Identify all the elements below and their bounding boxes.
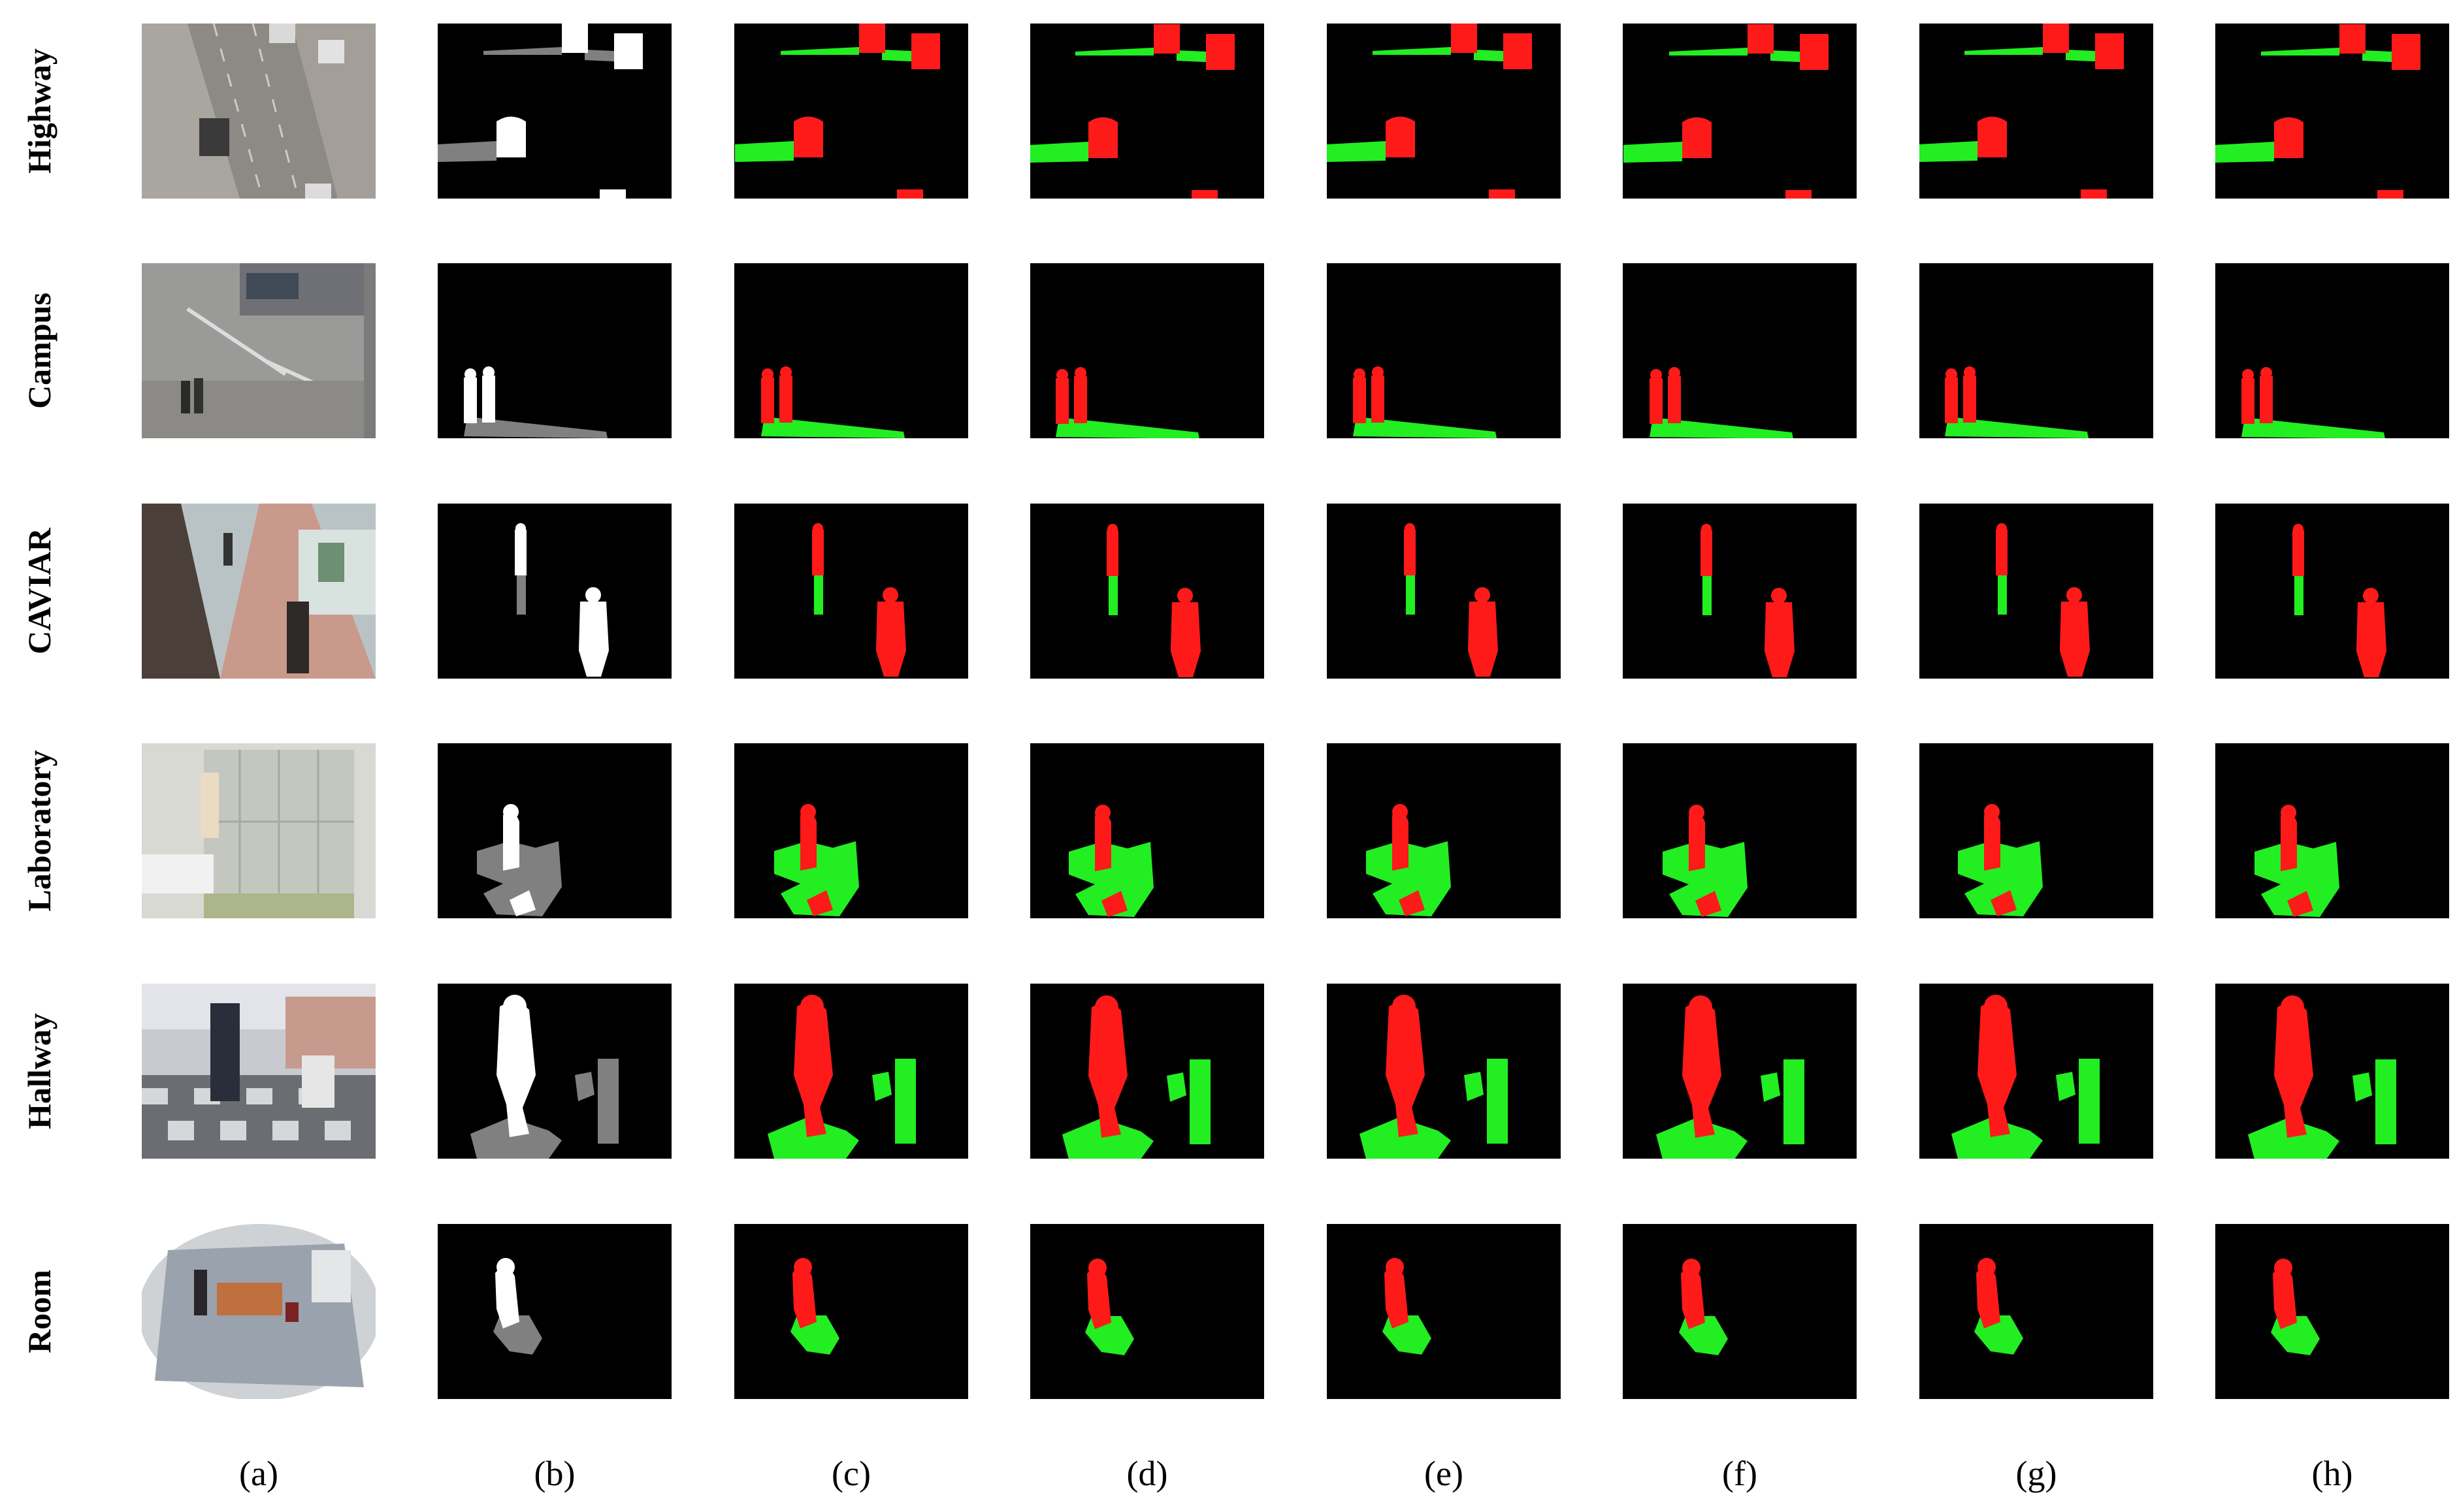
campus-result-mask-6 (1919, 263, 2153, 438)
row-label-text: Laboratory (21, 750, 57, 912)
row-label-text: Campus (21, 293, 57, 409)
highway-result-mask-6 (1919, 24, 2153, 199)
caviar-result-mask-5 (1623, 504, 1857, 679)
room-result-mask-3 (1030, 1224, 1264, 1399)
row-label-highway: Highway (0, 24, 78, 199)
caviar-result-mask-3 (1030, 504, 1264, 679)
campus-result-mask-5 (1623, 263, 1857, 438)
campus-result-mask-2 (734, 263, 968, 438)
campus-ground-truth-mask-1 (438, 263, 672, 438)
highway-input-frame-0 (142, 24, 376, 199)
laboratory-result-mask-2 (734, 743, 968, 918)
highway-ground-truth-mask-1 (438, 24, 672, 199)
caviar-result-mask-2 (734, 504, 968, 679)
hallway-result-mask-2 (734, 984, 968, 1159)
highway-result-mask-5 (1623, 24, 1857, 199)
column-label-a: (a) (239, 1454, 278, 1493)
highway-result-mask-7 (2215, 24, 2449, 199)
row-label-caviar: CAVIAR (0, 504, 78, 679)
row-label-text: Room (21, 1270, 57, 1353)
laboratory-result-mask-3 (1030, 743, 1264, 918)
caviar-ground-truth-mask-1 (438, 504, 672, 679)
row-label-laboratory: Laboratory (0, 743, 78, 918)
hallway-input-frame-0 (142, 984, 376, 1159)
hallway-result-mask-4 (1327, 984, 1561, 1159)
room-ground-truth-mask-1 (438, 1224, 672, 1399)
column-label-h: (h) (2311, 1454, 2353, 1493)
laboratory-result-mask-4 (1327, 743, 1561, 918)
campus-result-mask-7 (2215, 263, 2449, 438)
caviar-result-mask-6 (1919, 504, 2153, 679)
hallway-result-mask-7 (2215, 984, 2449, 1159)
highway-result-mask-2 (734, 24, 968, 199)
laboratory-result-mask-6 (1919, 743, 2153, 918)
column-label-d: (d) (1126, 1454, 1168, 1493)
row-label-hallway: Hallway (0, 984, 78, 1159)
campus-result-mask-4 (1327, 263, 1561, 438)
row-label-campus: Campus (0, 263, 78, 438)
highway-result-mask-3 (1030, 24, 1264, 199)
caviar-result-mask-7 (2215, 504, 2449, 679)
laboratory-ground-truth-mask-1 (438, 743, 672, 918)
column-label-c: (c) (832, 1454, 871, 1493)
hallway-ground-truth-mask-1 (438, 984, 672, 1159)
hallway-result-mask-3 (1030, 984, 1264, 1159)
room-result-mask-4 (1327, 1224, 1561, 1399)
caviar-input-frame-0 (142, 504, 376, 679)
row-label-text: Highway (21, 48, 57, 174)
hallway-result-mask-5 (1623, 984, 1857, 1159)
room-result-mask-2 (734, 1224, 968, 1399)
room-result-mask-5 (1623, 1224, 1857, 1399)
laboratory-input-frame-0 (142, 743, 376, 918)
column-label-b: (b) (534, 1454, 576, 1493)
room-result-mask-7 (2215, 1224, 2449, 1399)
row-label-text: CAVIAR (21, 528, 57, 654)
room-result-mask-6 (1919, 1224, 2153, 1399)
hallway-result-mask-6 (1919, 984, 2153, 1159)
room-input-frame-0 (142, 1224, 376, 1399)
highway-result-mask-4 (1327, 24, 1561, 199)
laboratory-result-mask-7 (2215, 743, 2449, 918)
column-label-f: (f) (1722, 1454, 1757, 1493)
column-label-e: (e) (1424, 1454, 1463, 1493)
campus-result-mask-3 (1030, 263, 1264, 438)
campus-input-frame-0 (142, 263, 376, 438)
row-label-text: Hallway (21, 1013, 57, 1129)
column-label-g: (g) (2015, 1454, 2057, 1493)
laboratory-result-mask-5 (1623, 743, 1857, 918)
row-label-room: Room (0, 1224, 78, 1399)
caviar-result-mask-4 (1327, 504, 1561, 679)
